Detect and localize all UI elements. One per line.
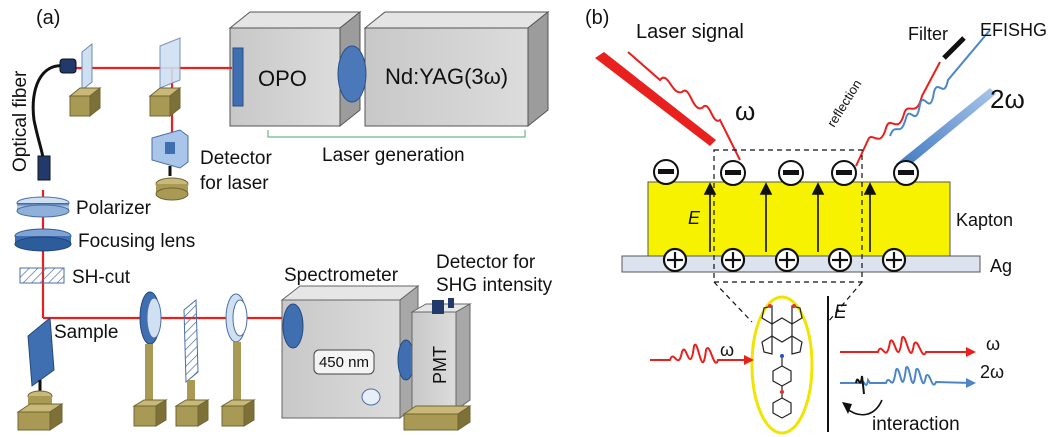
incoming-wave (627, 51, 741, 161)
oxygen-atom (768, 304, 772, 308)
negative-charges (653, 159, 919, 186)
inset-interaction-pulse (855, 375, 865, 395)
laser-generation-bracket (267, 130, 526, 138)
dashed-region (713, 149, 863, 283)
polarizer-label: Polarizer (76, 198, 152, 219)
inset-output-shg-wave (840, 366, 973, 386)
incoming-beam-wedge (595, 52, 716, 146)
interaction-arrow (845, 399, 883, 416)
omega-label: ω (735, 96, 755, 126)
detector-laser-label-2: for laser (200, 173, 269, 194)
fiber-coupler-mount (68, 42, 102, 118)
interaction-label: interaction (872, 414, 960, 435)
ndyag-box: Nd:YAG(3ω) (363, 10, 550, 128)
panel-a: (a) Nd:YAG(3ω) OPO Laser generation (10, 7, 553, 431)
interaction-arrowhead (842, 402, 852, 414)
oxygen-atom (792, 304, 796, 308)
inset-omega-in: ω (720, 340, 734, 360)
sample-label: Sample (54, 322, 118, 343)
pmt-label: PMT (430, 346, 450, 384)
kapton-layer (647, 181, 951, 257)
inset-output-omega-wave (840, 335, 972, 356)
coupling-lens (337, 45, 367, 103)
reflection-label: reflection (824, 77, 865, 130)
pmt-detector: PMT (402, 298, 472, 431)
panel-a-tag: (a) (36, 7, 60, 29)
laser-signal-label: Laser signal (636, 21, 744, 43)
optical-fiber-label: Optical fiber (10, 70, 31, 172)
focusing-lens-label: Focusing lens (78, 231, 195, 252)
detector-shg-label-2: SHG intensity (436, 275, 553, 296)
two-omega-label: 2ω (990, 84, 1025, 114)
wavelength-display (313, 349, 375, 375)
oxygen-atom (780, 390, 784, 394)
field-arrows (703, 182, 877, 252)
bandpass-filter (174, 298, 210, 427)
filter-label: Filter (908, 24, 948, 44)
inset-two-omega: 2ω (980, 362, 1004, 382)
opo-box: OPO (228, 10, 367, 128)
panel-b: (b) Laser signal ω reflection Filter EFI… (585, 7, 1047, 435)
inset-input-arrow (744, 355, 754, 365)
shg-beam-wedge (896, 88, 996, 170)
collimating-lens (132, 291, 168, 427)
inset-output-shg-arrow (966, 378, 976, 388)
laser-detector (151, 129, 189, 201)
zoom-line-left (713, 281, 753, 323)
fiber-connector-top (59, 58, 77, 74)
reflected-wave (855, 61, 941, 167)
sh-cut-filter (19, 267, 65, 284)
inset-output-omega-arrow (966, 347, 976, 357)
kapton-label: Kapton (956, 210, 1013, 230)
fiber-connector-bottom (37, 155, 51, 181)
inset-e-label: E (834, 302, 847, 323)
filter-plate (942, 36, 966, 60)
detector-laser-label-1: Detector (200, 148, 272, 169)
opo-label: OPO (258, 66, 307, 91)
ag-label: Ag (990, 256, 1012, 276)
polarizer (16, 196, 70, 218)
optical-fiber-cable (31, 64, 67, 159)
inset-omega-out: ω (986, 334, 1000, 354)
spectrometer-label: Spectrometer (284, 265, 399, 286)
sample-stage (16, 317, 64, 431)
wavelength-label: 450 nm (319, 354, 369, 371)
opo-window (232, 47, 244, 107)
e-field-label: E (688, 208, 701, 228)
spectrometer: 450 nm (280, 284, 420, 420)
positive-charges (662, 247, 907, 273)
detector-shg-label-1: Detector for (436, 252, 536, 273)
shg-wave (889, 29, 991, 137)
ndyag-label: Nd:YAG(3ω) (385, 64, 508, 89)
efishg-label: EFISHG (980, 20, 1047, 40)
nitrogen-atom (780, 354, 784, 358)
beamsplitter-mount (148, 37, 182, 118)
panel-b-tag: (b) (585, 7, 609, 29)
laser-generation-label: Laser generation (322, 145, 465, 166)
sh-cut-label: SH-cut (72, 267, 131, 288)
focusing-lens (14, 228, 72, 252)
molecule-structure (761, 305, 803, 419)
focusing-lens-2 (220, 293, 256, 427)
inset-input-wave (650, 343, 752, 364)
